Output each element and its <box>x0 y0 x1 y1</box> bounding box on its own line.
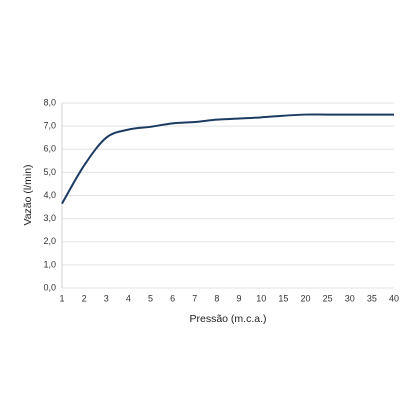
y-tick-label: 7,0 <box>43 121 56 131</box>
data-line <box>61 113 394 205</box>
y-tick-label: 4,0 <box>43 190 56 200</box>
y-tick-label: 1,0 <box>43 259 56 269</box>
x-tick-label: 15 <box>278 293 288 303</box>
x-tick-label: 3 <box>104 293 109 303</box>
x-tick-label: 35 <box>367 293 377 303</box>
y-tick-label: 6,0 <box>43 144 56 154</box>
x-tick-label: 6 <box>170 293 175 303</box>
x-tick-label: 8 <box>214 293 219 303</box>
x-tick-label: 25 <box>323 293 333 303</box>
x-tick-label: 2 <box>82 293 87 303</box>
x-tick-label: 20 <box>300 293 310 303</box>
y-tick-label: 2,0 <box>43 236 56 246</box>
x-tick-label: 7 <box>192 293 197 303</box>
x-axis-title: Pressão (m.c.a.) <box>189 313 266 325</box>
y-tick-label: 8,0 <box>43 97 56 107</box>
y-tick-label: 3,0 <box>43 213 56 223</box>
y-axis-title: Vazão (l/min) <box>22 164 34 225</box>
x-tick-label: 1 <box>59 293 64 303</box>
x-tick-label: 5 <box>148 293 153 303</box>
x-tick-label: 9 <box>237 293 242 303</box>
y-tick-label: 0,0 <box>43 282 56 292</box>
y-tick-label: 5,0 <box>43 167 56 177</box>
x-tick-label: 4 <box>126 293 131 303</box>
x-tick-label: 30 <box>345 293 355 303</box>
x-tick-label: 10 <box>256 293 266 303</box>
x-tick-label: 40 <box>389 293 399 303</box>
